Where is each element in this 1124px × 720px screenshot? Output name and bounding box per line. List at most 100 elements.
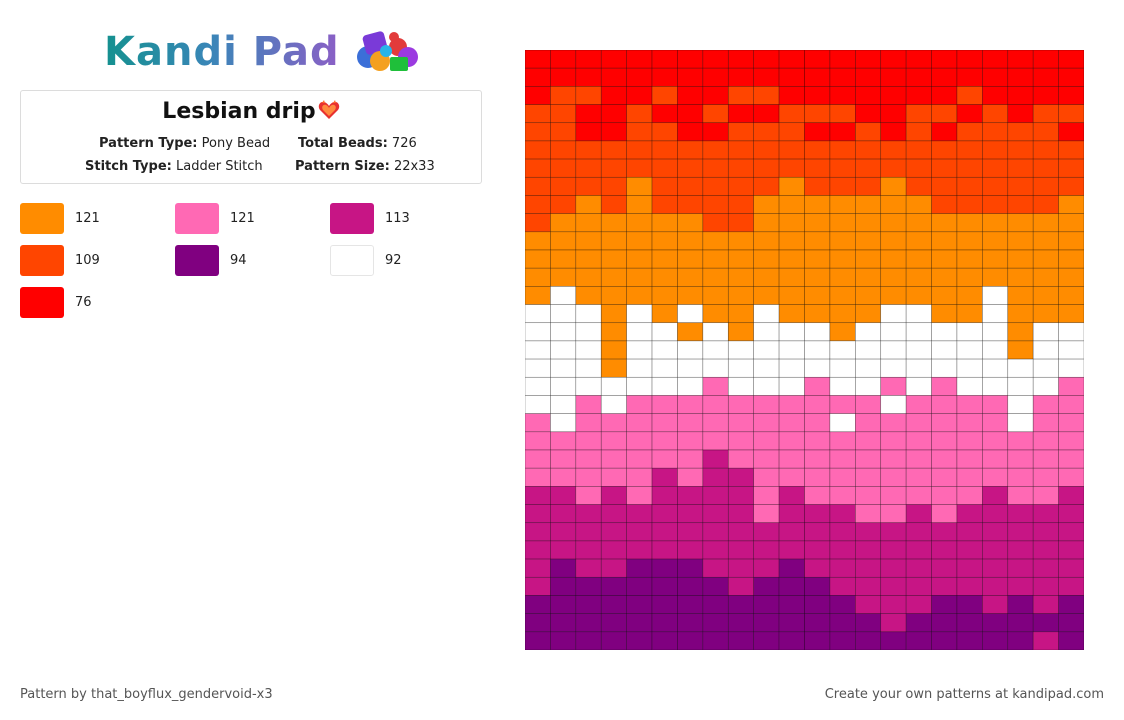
bead-cell: [778, 467, 805, 487]
bead-cell: [829, 358, 856, 378]
bead-cell: [753, 249, 780, 269]
bead-cell: [753, 195, 780, 214]
bead-cell: [677, 322, 704, 342]
bead-cell: [804, 267, 831, 287]
bead-cell: [727, 395, 754, 414]
bead-cell: [525, 340, 551, 360]
bead-cell: [982, 340, 1009, 360]
bead-cell: [829, 322, 856, 342]
bead-cell: [804, 558, 831, 578]
bead-cell: [677, 286, 704, 305]
bead-cell: [1007, 558, 1034, 578]
bead-cell: [1032, 176, 1059, 196]
bead-cell: [778, 267, 805, 287]
bead-cell: [855, 504, 882, 524]
bead-cell: [600, 540, 627, 560]
bead-cell: [626, 576, 653, 596]
bead-cell: [651, 558, 678, 578]
bead-cell: [829, 104, 856, 124]
bead-cell: [829, 613, 856, 633]
bead-cell: [956, 613, 983, 633]
bead-cell: [905, 122, 932, 142]
bead-cell: [626, 631, 653, 650]
bead-cell: [1058, 558, 1084, 578]
bead-cell: [525, 358, 551, 378]
bead-cell: [651, 86, 678, 105]
bead-cell: [1007, 413, 1034, 433]
bead-cell: [677, 50, 704, 69]
bead-cell: [525, 176, 551, 196]
bead-cell: [880, 140, 907, 160]
bead-cell: [525, 522, 551, 542]
bead-cell: [905, 395, 932, 414]
bead-cell: [1058, 176, 1084, 196]
bead-cell: [575, 286, 602, 305]
bead-cell: [753, 631, 780, 650]
bead-cell: [727, 340, 754, 360]
kandi-pad-logo[interactable]: Kandi Pad: [104, 24, 430, 80]
bead-cell: [550, 249, 577, 269]
bead-cell: [600, 595, 627, 614]
bead-cell: [931, 86, 958, 105]
bead-cell: [778, 504, 805, 524]
stitch-type-label: Stitch Type:: [85, 159, 172, 174]
bead-cell: [525, 195, 551, 214]
bead-cell: [753, 358, 780, 378]
bead-cell: [600, 249, 627, 269]
bead-cell: [956, 595, 983, 614]
bead-cell: [880, 104, 907, 124]
bead-cell: [880, 540, 907, 560]
bead-cell: [855, 231, 882, 251]
bead-cell: [855, 522, 882, 542]
bead-cell: [956, 213, 983, 233]
bead-cell: [905, 449, 932, 469]
bead-cell: [880, 358, 907, 378]
bead-cell: [702, 267, 729, 287]
bead-cell: [525, 249, 551, 269]
bead-cell: [550, 122, 577, 142]
bead-cell: [982, 449, 1009, 469]
bead-cell: [804, 140, 831, 160]
bead-cell: [677, 613, 704, 633]
bead-cell: [931, 395, 958, 414]
kandipad-link[interactable]: Create your own patterns at kandipad.com: [824, 687, 1104, 702]
bead-cell: [550, 576, 577, 596]
bead-cell: [651, 304, 678, 324]
bead-cell: [727, 213, 754, 233]
bead-cell: [626, 195, 653, 214]
bead-cell: [956, 576, 983, 596]
bead-cell: [956, 176, 983, 196]
bead-cell: [550, 304, 577, 324]
bead-cell: [727, 140, 754, 160]
bead-count: 92: [385, 253, 402, 268]
bead-cell: [855, 67, 882, 87]
bead-cell: [575, 104, 602, 124]
bead-cell: [702, 395, 729, 414]
bead-cell: [525, 231, 551, 251]
bead-cell: [931, 467, 958, 487]
pattern-type-value: Pony Bead: [201, 136, 271, 151]
bead-cell: [956, 322, 983, 342]
bead-cell: [905, 213, 932, 233]
bead-cell: [931, 104, 958, 124]
bead-cell: [855, 595, 882, 614]
bead-cell: [855, 631, 882, 650]
bead-cell: [550, 449, 577, 469]
bead-cell: [804, 86, 831, 105]
bead-cell: [1058, 504, 1084, 524]
bead-cell: [677, 431, 704, 451]
bead-cell: [982, 631, 1009, 650]
bead-cell: [550, 176, 577, 196]
bead-cell: [600, 267, 627, 287]
bead-cell: [982, 122, 1009, 142]
bead-cell: [525, 322, 551, 342]
bead-cell: [677, 631, 704, 650]
bead-cell: [982, 376, 1009, 396]
bead-cell: [1058, 522, 1084, 542]
bead-cell: [931, 595, 958, 614]
bead-cell: [753, 213, 780, 233]
bead-cell: [702, 431, 729, 451]
pattern-size-label: Pattern Size:: [295, 159, 390, 174]
bead-cell: [1058, 595, 1084, 614]
bead-cell: [829, 467, 856, 487]
